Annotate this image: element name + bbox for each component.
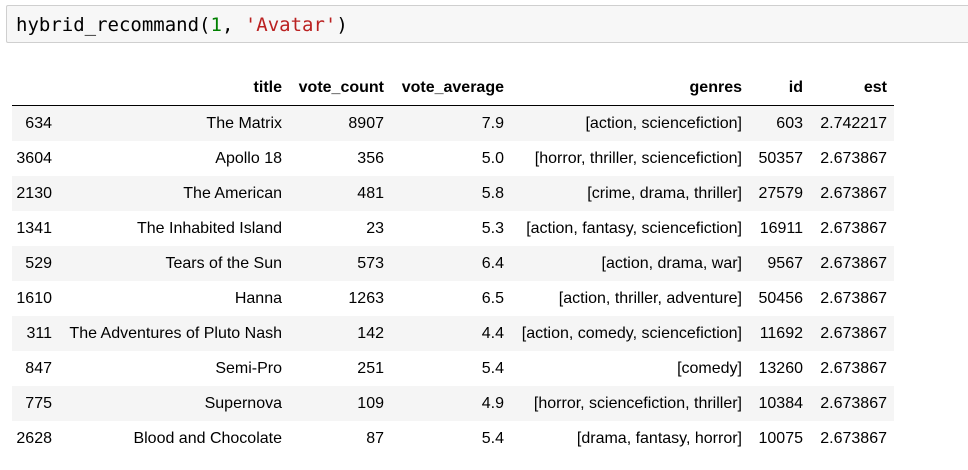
cell-est: 2.673867 [820,184,887,202]
row-index: 847 [25,359,52,377]
column-header-vote-count: vote_count [289,71,391,106]
cell-genres: [drama, fantasy, horror] [576,429,742,447]
row-index: 311 [26,324,52,342]
cell-id: 10075 [758,429,804,447]
cell-vote-average: 5.4 [481,359,504,377]
cell-vote-count: 142 [357,324,384,342]
column-header-title: title [59,71,289,106]
cell-id: 27579 [758,184,804,202]
cell-title: Apollo 18 [215,149,282,167]
cell-vote-count: 23 [366,219,384,237]
cell-vote-count: 1263 [348,289,384,307]
cell-est: 2.673867 [820,394,887,412]
cell-id: 10384 [758,394,804,412]
cell-title: The Matrix [206,114,282,132]
column-header-id: id [749,71,810,106]
cell-vote-count: 356 [357,149,384,167]
cell-title: Supernova [204,394,282,412]
cell-est: 2.673867 [820,149,887,167]
cell-title: Hanna [234,289,282,307]
cell-id: 9567 [767,254,803,272]
row-index: 775 [25,394,52,412]
cell-title: Blood and Chocolate [133,429,282,447]
cell-vote-average: 4.4 [481,324,504,342]
row-index: 1610 [16,289,52,307]
cell-est: 2.673867 [820,289,887,307]
cell-vote-average: 5.0 [481,149,504,167]
open-paren: ( [199,14,211,36]
cell-genres: [crime, drama, thriller] [587,184,742,202]
code-input-cell[interactable]: hybrid_recommand(1, 'Avatar') [6,5,968,43]
cell-est: 2.673867 [820,429,887,447]
cell-vote-count: 109 [357,394,384,412]
cell-est: 2.673867 [820,219,887,237]
cell-vote-average: 5.3 [481,219,504,237]
code-line[interactable]: hybrid_recommand(1, 'Avatar') [16,13,348,37]
table-row: 775 Supernova 109 4.9 [horror, sciencefi… [12,386,894,421]
function-name: hybrid_recommand [16,14,200,36]
cell-vote-average: 7.9 [481,114,504,132]
cell-vote-count: 87 [366,429,384,447]
cell-est: 2.673867 [820,324,887,342]
row-index: 634 [25,114,52,132]
table-row: 847 Semi-Pro 251 5.4 [comedy] 13260 2.67… [12,351,894,386]
table-row: 2628 Blood and Chocolate 87 5.4 [drama, … [12,421,894,456]
cell-vote-average: 6.5 [481,289,504,307]
column-header-est: est [810,71,894,106]
string-argument: 'Avatar' [244,14,337,36]
cell-title: The Adventures of Pluto Nash [69,324,282,342]
cell-vote-count: 481 [357,184,384,202]
table-row: 634 The Matrix 8907 7.9 [action, science… [12,105,894,141]
cell-genres: [horror, sciencefiction, thriller] [533,394,742,412]
cell-genres: [horror, thriller, sciencefiction] [534,149,742,167]
table-row: 529 Tears of the Sun 573 6.4 [action, dr… [12,246,894,281]
table-row: 311 The Adventures of Pluto Nash 142 4.4… [12,316,894,351]
index-header [12,71,59,106]
cell-id: 16911 [759,219,803,237]
row-index: 2628 [16,429,52,447]
cell-genres: [comedy] [677,359,742,377]
cell-title: The Inhabited Island [137,219,282,237]
cell-id: 603 [776,114,803,132]
cell-est: 2.673867 [820,359,887,377]
cell-genres: [action, fantasy, sciencefiction] [526,219,742,237]
row-index: 1341 [16,219,52,237]
cell-vote-average: 6.4 [481,254,504,272]
number-argument: 1 [210,14,222,36]
cell-est: 2.673867 [820,254,887,272]
cell-id: 50357 [758,149,804,167]
cell-genres: [action, comedy, sciencefiction] [521,324,742,342]
cell-id: 50456 [758,289,804,307]
cell-vote-average: 4.9 [481,394,504,412]
cell-vote-average: 5.4 [481,429,504,447]
cell-vote-count: 8907 [348,114,384,132]
table-row: 3604 Apollo 18 356 5.0 [horror, thriller… [12,141,894,176]
header-row: title vote_count vote_average genres id … [12,71,894,106]
row-index: 2130 [16,184,52,202]
cell-genres: [action, thriller, adventure] [558,289,742,307]
cell-est: 2.742217 [820,114,887,132]
table-row: 1610 Hanna 1263 6.5 [action, thriller, a… [12,281,894,316]
cell-title: The American [183,184,282,202]
cell-vote-average: 5.8 [481,184,504,202]
row-index: 529 [25,254,52,272]
cell-vote-count: 573 [357,254,384,272]
column-header-genres: genres [511,71,749,106]
argument-separator: , [221,14,245,36]
column-header-vote-average: vote_average [391,71,511,106]
cell-genres: [action, sciencefiction] [585,114,742,132]
cell-id: 11692 [759,324,803,342]
table-row: 1341 The Inhabited Island 23 5.3 [action… [12,211,894,246]
table-row: 2130 The American 481 5.8 [crime, drama,… [12,176,894,211]
cell-title: Tears of the Sun [165,254,282,272]
cell-vote-count: 251 [357,359,384,377]
cell-genres: [action, drama, war] [601,254,743,272]
cell-title: Semi-Pro [215,359,282,377]
cell-id: 13260 [758,359,804,377]
row-index: 3604 [16,149,52,167]
close-paren: ) [336,14,348,36]
output-dataframe: title vote_count vote_average genres id … [12,71,894,456]
